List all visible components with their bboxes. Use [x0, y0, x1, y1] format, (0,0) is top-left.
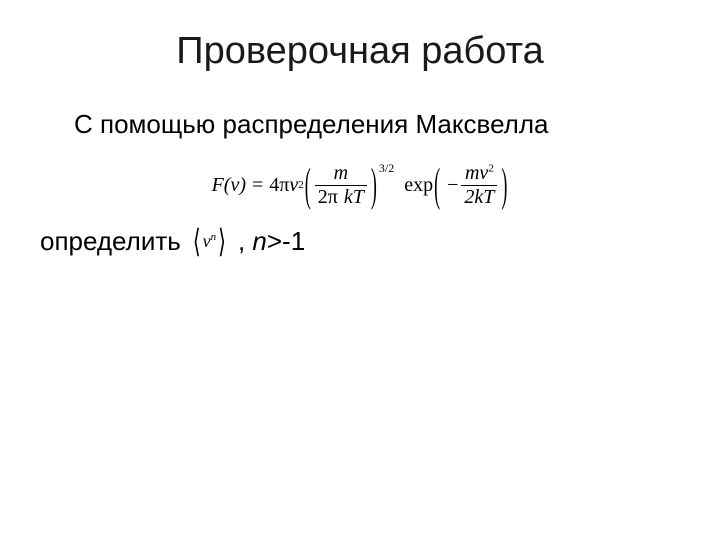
avg-var: v — [203, 231, 211, 251]
frac2-num-pow: 2 — [488, 162, 494, 174]
frac1-den-prefix: 2π — [318, 186, 338, 208]
condition-rest: >-1 — [267, 226, 305, 256]
condition-var: n — [252, 226, 266, 256]
formula-frac2: mv2 2kT — [461, 163, 497, 208]
condition-prefix: , — [238, 226, 252, 256]
formula-fn: exp — [404, 174, 433, 197]
slide-title: Проверочная работа — [40, 30, 680, 73]
avg-pow: n — [211, 231, 217, 243]
condition: , n>-1 — [238, 226, 305, 257]
formula-minus: − — [447, 174, 458, 197]
formula-lhs: F(v) — [212, 174, 246, 197]
rangle-icon: ⟩ — [218, 221, 226, 261]
formula-frac1: m 2π kT — [315, 163, 367, 208]
frac2-num-var: mv — [465, 162, 488, 184]
lparen-2-icon: ( — [434, 158, 440, 213]
formula-coeff-prefix: 4π — [269, 174, 289, 197]
frac1-den-var: kT — [344, 186, 364, 208]
avg-inner: vn — [201, 231, 219, 252]
maxwell-formula: F(v) = 4π v 2 ( m 2π kT ) 3/2 exp ( − — [40, 148, 680, 222]
rparen-2-icon: ) — [501, 158, 507, 213]
intro-text: С помощью распределения Максвелла — [40, 109, 680, 140]
rparen-1-icon: ) — [371, 158, 377, 213]
formula-coeff-pow: 2 — [298, 179, 304, 191]
lparen-1-icon: ( — [305, 158, 311, 213]
frac2-den: 2kT — [464, 186, 494, 208]
avg-expression: ⟨ vn ⟩ — [193, 224, 226, 258]
task-word: определить — [40, 226, 181, 257]
formula-coeff-var: v — [289, 174, 298, 197]
slide: Проверочная работа С помощью распределен… — [0, 0, 720, 540]
formula-outer-pow: 3/2 — [379, 161, 394, 176]
langle-icon: ⟨ — [193, 221, 201, 261]
formula-math: F(v) = 4π v 2 ( m 2πkT ) 3/2 exp ( − — [212, 163, 509, 208]
frac1-num: m — [334, 162, 348, 184]
task-row: определить ⟨ vn ⟩ , n>-1 — [40, 224, 680, 258]
formula-eq: = — [252, 174, 263, 197]
